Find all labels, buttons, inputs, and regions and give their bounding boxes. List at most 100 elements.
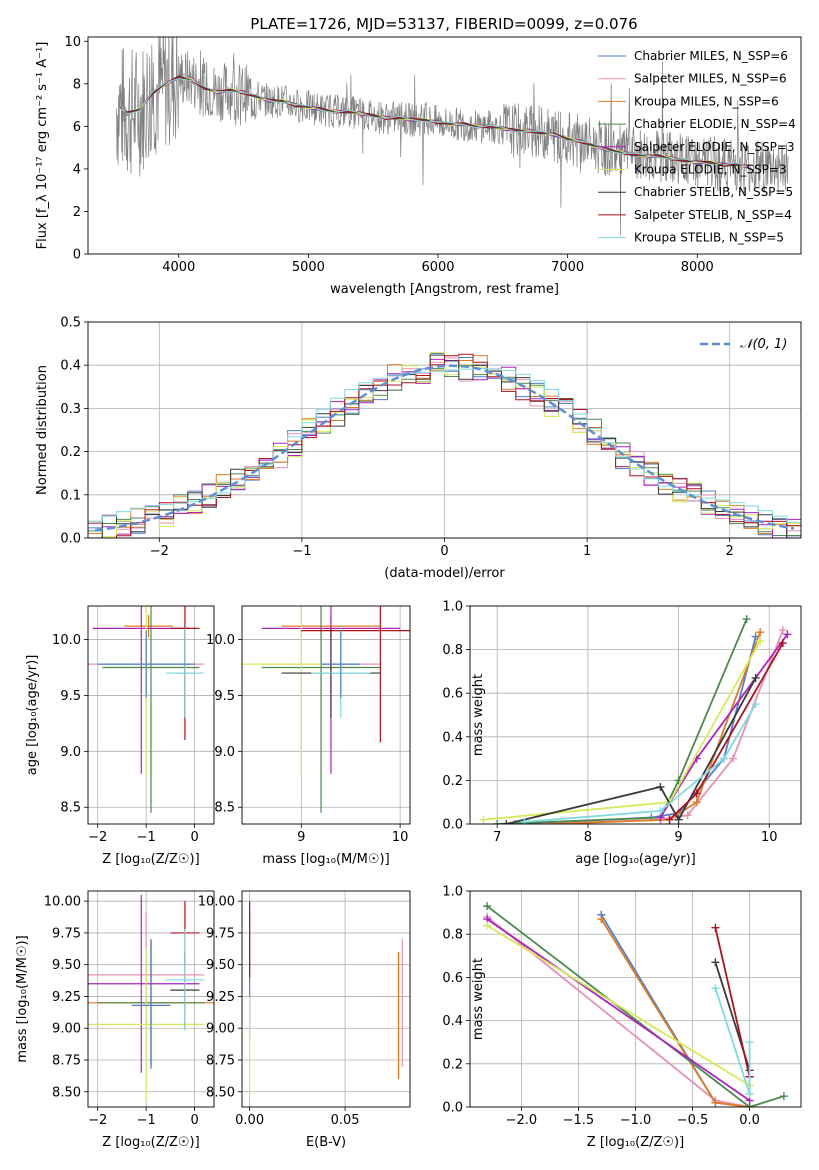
plot-area: [242, 606, 410, 813]
y-tick-label: 9.75: [206, 926, 235, 941]
y-tick-label: 9.25: [52, 990, 81, 1005]
x-tick-label: 0.0: [739, 1113, 760, 1128]
panel-7: 0.00 0.05 8.50 8.75 9.00 9.25 9.50 9.75 10.00 E(B…: [198, 890, 411, 1150]
y-tick-label: 9.0: [214, 745, 235, 760]
y-tick-label: 0.4: [60, 359, 81, 374]
panel-8: −2.0 −1.5 −1.0 −0.5 0.0 0.0 0.2 0.4 0.6 0.8 1.0 Z […: [442, 885, 802, 1150]
y-tick-label: 2: [73, 205, 81, 220]
errorbar-point: [131, 941, 171, 1069]
errorbar-point: [102, 606, 200, 813]
legend-label: Chabrier STELIB, N_SSP=5: [634, 185, 793, 199]
x-tick-label: 9: [297, 830, 305, 845]
plus-marker: [520, 817, 529, 824]
x-tick-label: 0: [190, 1113, 198, 1128]
y-tick-label: 0.8: [442, 928, 463, 943]
panel-6: −2 −1 0 8.50 8.75 9.00 9.25 9.50 9.75 10.00 Z [log…: [15, 890, 215, 1150]
y-tick-label: 0.2: [442, 774, 463, 789]
legend-label: Chabrier MILES, N_SSP=6: [634, 49, 788, 63]
mass-weight-series: [542, 629, 784, 824]
y-tick-label: 0.0: [442, 818, 463, 833]
y-tick-label: 9.50: [206, 958, 235, 973]
axes-frame: [87, 890, 215, 1108]
mass-weight-series: [659, 633, 789, 818]
y-tick-label: 0.1: [60, 488, 81, 503]
x-tick-label: −1.0: [620, 1113, 652, 1128]
x-axis-label: wavelength [Angstrom, rest frame]: [330, 282, 559, 297]
plus-marker: [479, 815, 488, 824]
legend-label: Kroupa STELIB, N_SSP=5: [634, 231, 784, 245]
legend: 𝒩(0, 1): [700, 337, 787, 352]
y-tick-label: 9.50: [52, 958, 81, 973]
normal-reference-curve: [94, 364, 795, 532]
plus-marker: [683, 811, 692, 820]
plus-marker: [674, 815, 683, 824]
errorbar-point: [165, 929, 205, 1031]
plus-marker: [778, 625, 787, 634]
errorbar-point: [97, 630, 195, 698]
mass-weight-series: [486, 905, 785, 1107]
plot-area: [88, 606, 205, 813]
errorbar-point: [321, 630, 361, 698]
y-tick-label: 6: [73, 120, 81, 135]
y-axis-label: age [log₁₀(age/yr)]: [25, 655, 40, 776]
plus-marker: [728, 754, 737, 763]
x-tick-label: 0.05: [331, 1113, 360, 1128]
panel-4: 9 10 8.5 9.0 9.5 10.0 mass [log₁₀(M/M☉)]: [206, 605, 411, 867]
residual-histogram: [88, 353, 801, 538]
x-axis-label: age [log₁₀(age/yr)]: [575, 852, 696, 867]
axes-frame: [87, 321, 802, 539]
plus-marker: [719, 754, 728, 763]
x-tick-label: 0: [190, 830, 198, 845]
panel-2: −2 −1 0 1 2 0.0 0.1 0.2 0.3 0.4 0.5 (data-model)/er…: [35, 316, 802, 581]
x-tick-label: 7: [493, 830, 501, 845]
plus-marker: [778, 639, 787, 648]
y-tick-label: 9.5: [214, 689, 235, 704]
y-tick-label: 9.75: [52, 926, 81, 941]
x-tick-label: 9: [674, 830, 682, 845]
y-axis-label: mass weight: [471, 958, 486, 1040]
axes-frame: [469, 605, 802, 825]
x-axis-label: Z [log₁₀(Z/Z☉)]: [102, 852, 199, 867]
errorbar-point: [301, 606, 410, 743]
panel-1: 4000 5000 6000 7000 8000 0 2 4 6 8 10 wavelength [A…: [35, 15, 802, 297]
axes-frame: [469, 890, 802, 1108]
legend-label: Salpeter MILES, N_SSP=6: [634, 72, 787, 86]
plus-marker: [502, 820, 511, 824]
y-tick-label: 0.4: [442, 730, 463, 745]
x-tick-label: 0.00: [235, 1113, 264, 1128]
y-tick-label: 8.5: [60, 801, 81, 816]
errorbar-point: [124, 614, 173, 638]
y-tick-label: 9.0: [60, 745, 81, 760]
legend-label: Chabrier ELODIE, N_SSP=4: [634, 117, 796, 131]
x-tick-label: −1: [292, 544, 311, 559]
plus-marker: [756, 628, 765, 637]
chart-title: PLATE=1726, MJD=53137, FIBERID=0099, z=0…: [250, 15, 637, 33]
x-tick-label: 10: [392, 830, 409, 845]
y-tick-label: 9.00: [52, 1022, 81, 1037]
y-tick-label: 0.8: [442, 643, 463, 658]
errorbar-point: [88, 948, 205, 1101]
mass-weight-series: [506, 677, 757, 824]
plus-marker: [711, 923, 720, 932]
x-tick-label: −1.5: [563, 1113, 595, 1128]
mass-weight-series: [483, 640, 761, 821]
errorbar-point: [261, 606, 381, 813]
y-tick-label: 0.0: [442, 1101, 463, 1116]
plus-marker: [783, 630, 792, 639]
x-tick-label: 7000: [551, 260, 584, 275]
y-tick-label: 8.5: [214, 801, 235, 816]
x-tick-label: 6000: [421, 260, 454, 275]
y-tick-label: 0.2: [60, 445, 81, 460]
plot-area: [249, 901, 403, 1099]
y-tick-label: 9.5: [60, 689, 81, 704]
x-tick-label: −2: [150, 544, 169, 559]
plus-marker: [656, 806, 665, 815]
y-tick-label: 4: [73, 162, 81, 177]
x-tick-label: −1: [137, 830, 156, 845]
axes-frame: [241, 890, 411, 1108]
plot-area: [479, 615, 792, 824]
plus-marker: [751, 673, 760, 682]
plus-marker: [711, 1098, 720, 1107]
x-tick-label: 1: [583, 544, 591, 559]
